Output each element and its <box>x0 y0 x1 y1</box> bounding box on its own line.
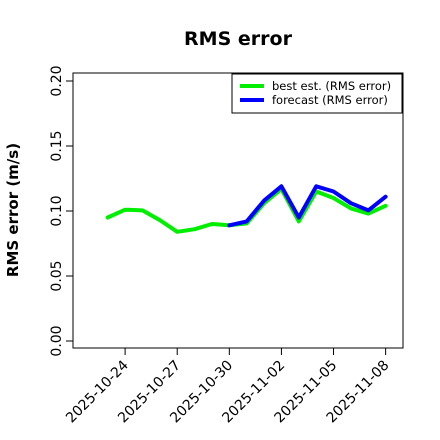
data-point <box>297 216 301 219</box>
y-tick-label: 0.05 <box>49 260 65 291</box>
y-axis: 0.00 0.05 0.10 0.15 0.20 <box>49 65 74 357</box>
y-tick-label: 0.20 <box>49 65 65 96</box>
data-point <box>106 216 110 219</box>
y-tick-label: 0.15 <box>49 130 65 161</box>
data-point <box>332 196 336 200</box>
data-point <box>384 195 388 199</box>
data-point <box>366 212 370 216</box>
legend-box <box>231 73 403 114</box>
data-point <box>366 208 370 212</box>
y-axis-label: RMS error (m/s) <box>4 143 22 277</box>
plot-frame <box>72 72 404 349</box>
data-point <box>193 227 197 231</box>
series-line-1 <box>227 184 388 228</box>
series-line-0 <box>105 186 388 234</box>
data-point <box>349 206 353 210</box>
data-point <box>227 223 231 227</box>
data-point <box>384 204 388 208</box>
chart-title: RMS error <box>184 28 293 50</box>
data-point <box>140 208 144 212</box>
data-point <box>262 199 266 203</box>
y-tick-label: 0.10 <box>49 195 65 226</box>
plot-lines <box>105 184 388 234</box>
data-point <box>297 219 301 223</box>
legend: best est. (RMS error)forecast (RMS error… <box>231 73 403 114</box>
data-point <box>332 190 336 193</box>
data-point <box>123 208 127 212</box>
data-point <box>349 201 353 205</box>
legend-label: forecast (RMS error) <box>272 93 388 107</box>
data-point <box>314 184 318 188</box>
data-point <box>279 184 283 188</box>
data-point <box>175 230 179 234</box>
data-point <box>245 219 249 223</box>
data-point <box>158 218 162 222</box>
y-tick-label: 0.00 <box>49 325 65 356</box>
data-point <box>210 222 214 226</box>
x-axis: 2025-10-242025-10-272025-10-302025-11-02… <box>63 347 392 426</box>
legend-label: best est. (RMS error) <box>272 79 391 93</box>
